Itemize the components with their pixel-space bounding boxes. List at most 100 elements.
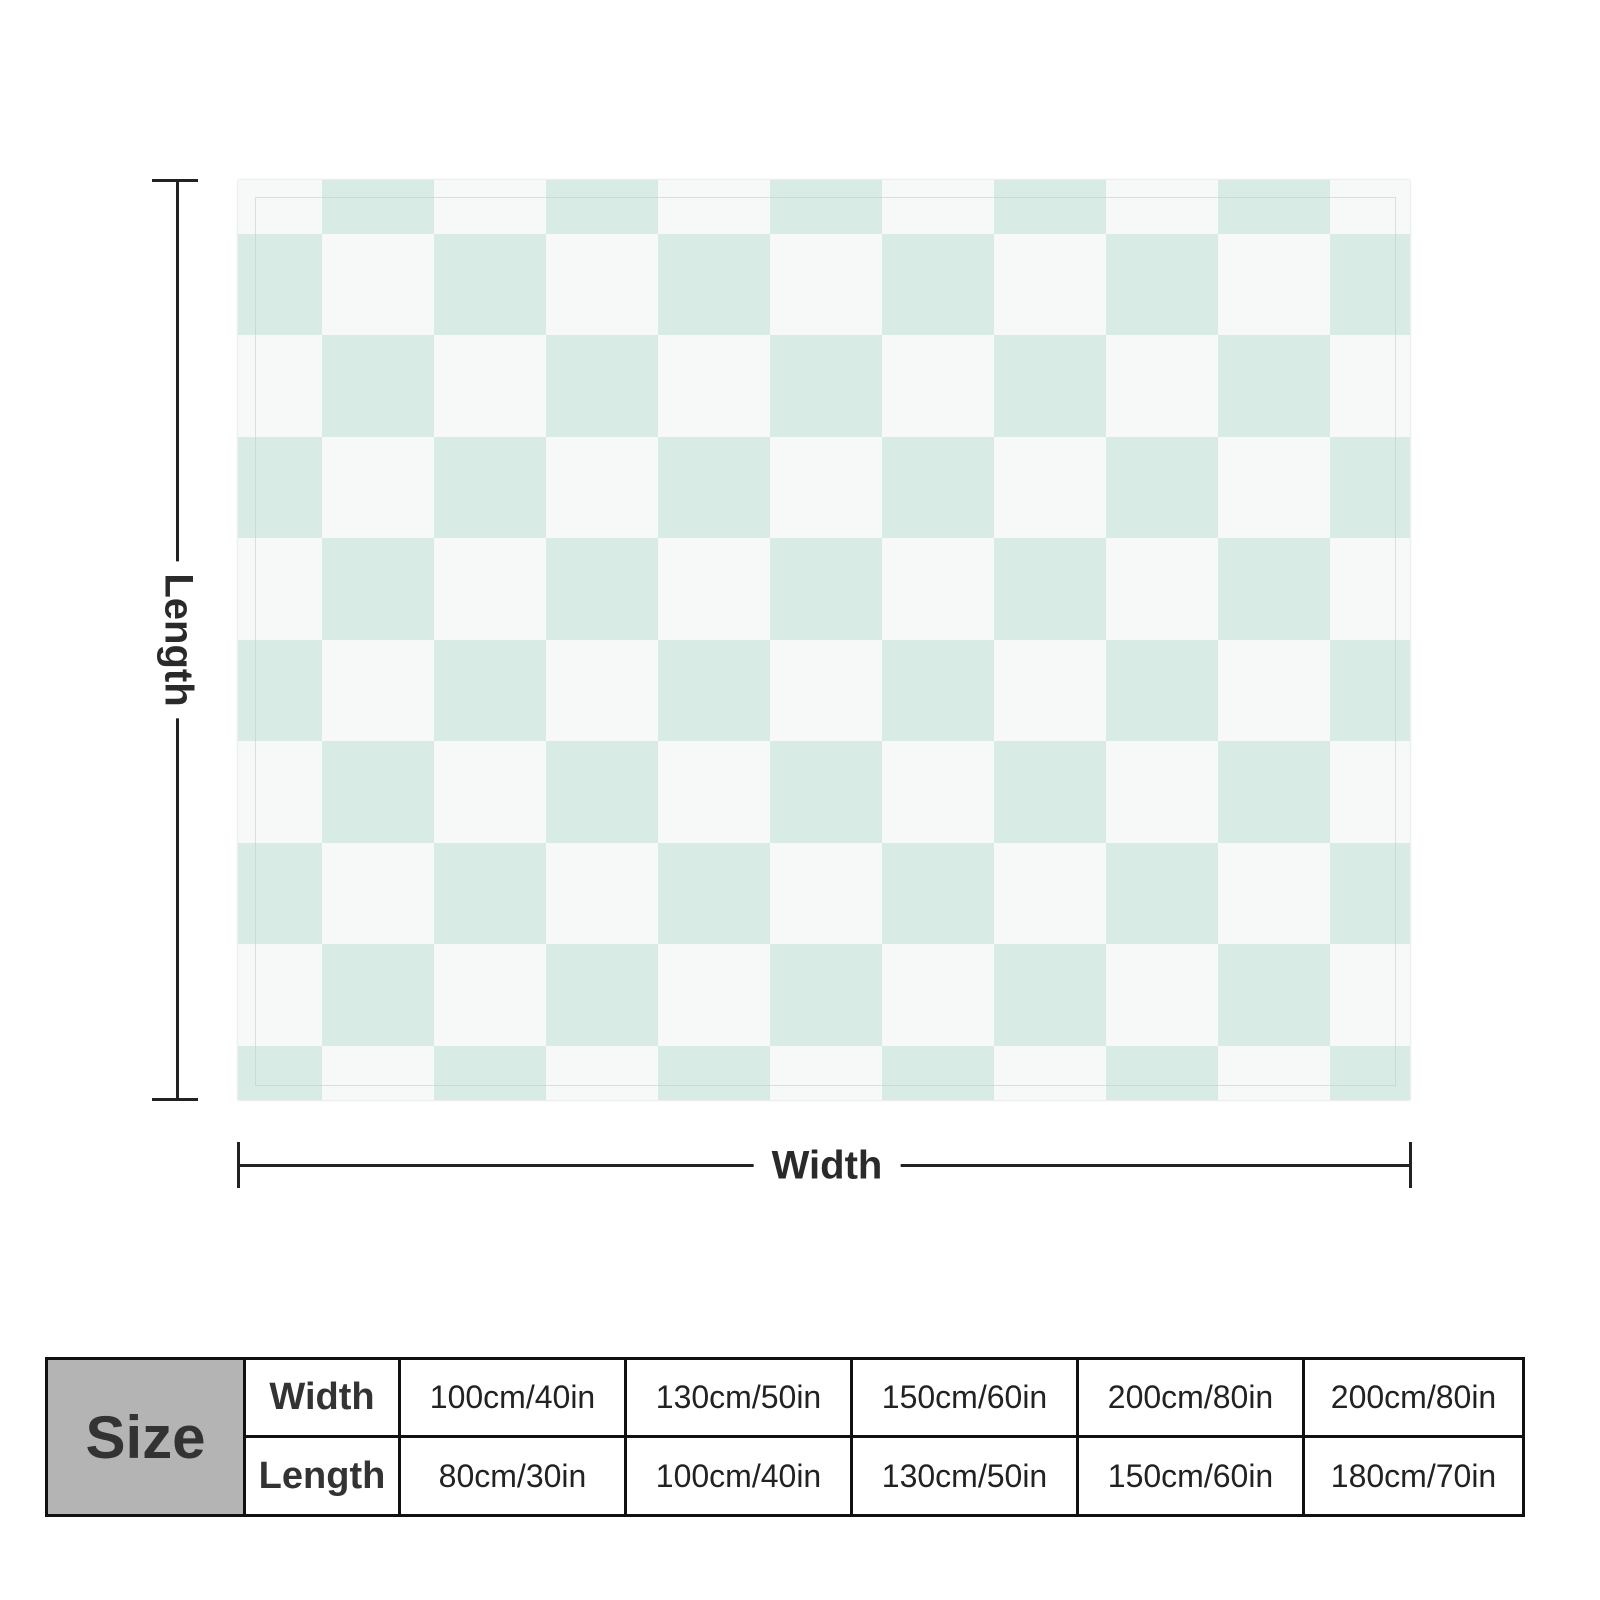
check-square — [434, 538, 546, 640]
check-square — [882, 180, 994, 234]
check-square — [322, 180, 434, 234]
row-label: Width — [243, 1360, 398, 1438]
blanket-image — [238, 180, 1410, 1100]
check-square — [658, 843, 770, 944]
check-square — [238, 437, 322, 538]
check-square — [994, 741, 1106, 843]
size-title: Size — [48, 1360, 243, 1514]
check-square — [770, 640, 882, 741]
check-square — [434, 640, 546, 741]
check-square — [322, 437, 434, 538]
check-square — [238, 843, 322, 944]
row-label: Length — [243, 1438, 398, 1514]
check-square — [434, 1046, 546, 1100]
check-square — [658, 335, 770, 437]
size-value-cell: 200cm/80in — [1302, 1360, 1522, 1438]
check-square — [546, 180, 658, 234]
check-square — [770, 538, 882, 640]
check-square — [238, 234, 322, 335]
check-square — [238, 1046, 322, 1100]
check-square — [1330, 843, 1410, 944]
check-square — [770, 1046, 882, 1100]
check-square — [238, 741, 322, 843]
check-square — [322, 234, 434, 335]
size-value-cell: 80cm/30in — [398, 1438, 624, 1514]
check-square — [238, 335, 322, 437]
check-square — [1218, 437, 1330, 538]
check-square — [1106, 538, 1218, 640]
size-value-cell: 130cm/50in — [624, 1360, 850, 1438]
check-square — [546, 640, 658, 741]
check-square — [1106, 944, 1218, 1046]
check-square — [994, 843, 1106, 944]
check-square — [1218, 640, 1330, 741]
check-square — [1106, 234, 1218, 335]
check-square — [882, 538, 994, 640]
width-label: Width — [753, 1143, 901, 1189]
check-square — [882, 640, 994, 741]
check-square — [546, 437, 658, 538]
check-square — [1330, 1046, 1410, 1100]
check-square — [1218, 843, 1330, 944]
check-square — [994, 234, 1106, 335]
length-label: Length — [155, 561, 201, 719]
check-square — [322, 1046, 434, 1100]
size-value-cell: 100cm/40in — [398, 1360, 624, 1438]
check-square — [1218, 1046, 1330, 1100]
check-square — [1218, 335, 1330, 437]
check-square — [546, 538, 658, 640]
check-square — [546, 1046, 658, 1100]
check-square — [882, 1046, 994, 1100]
check-square — [546, 843, 658, 944]
check-square — [1218, 538, 1330, 640]
check-square — [882, 944, 994, 1046]
check-square — [770, 180, 882, 234]
size-value-cell: 180cm/70in — [1302, 1438, 1522, 1514]
size-value-cell: 200cm/80in — [1076, 1360, 1302, 1438]
check-square — [658, 437, 770, 538]
check-square — [322, 944, 434, 1046]
check-square — [322, 538, 434, 640]
check-square — [658, 1046, 770, 1100]
check-square — [238, 640, 322, 741]
check-square — [546, 234, 658, 335]
check-square — [882, 843, 994, 944]
check-square — [1106, 741, 1218, 843]
check-square — [238, 180, 322, 234]
check-square — [322, 843, 434, 944]
check-square — [994, 538, 1106, 640]
check-square — [882, 741, 994, 843]
check-square — [1106, 335, 1218, 437]
check-square — [1330, 944, 1410, 1046]
check-square — [1330, 180, 1410, 234]
check-square — [770, 234, 882, 335]
check-square — [882, 335, 994, 437]
check-square — [322, 741, 434, 843]
check-square — [658, 180, 770, 234]
check-square — [994, 1046, 1106, 1100]
check-square — [882, 437, 994, 538]
check-square — [770, 944, 882, 1046]
size-value-cell: 150cm/60in — [850, 1360, 1076, 1438]
check-square — [658, 538, 770, 640]
check-square — [434, 741, 546, 843]
length-cap-bottom — [152, 1098, 198, 1101]
length-cap-top — [152, 179, 198, 182]
check-square — [1106, 843, 1218, 944]
check-square — [434, 944, 546, 1046]
check-square — [658, 234, 770, 335]
check-square — [994, 944, 1106, 1046]
check-square — [994, 335, 1106, 437]
check-square — [1106, 1046, 1218, 1100]
check-square — [238, 944, 322, 1046]
check-square — [434, 437, 546, 538]
check-square — [658, 640, 770, 741]
check-square — [1218, 180, 1330, 234]
check-square — [770, 335, 882, 437]
size-value-cell: 150cm/60in — [1076, 1438, 1302, 1514]
check-square — [770, 741, 882, 843]
check-square — [1106, 180, 1218, 234]
check-square — [434, 180, 546, 234]
check-square — [1218, 741, 1330, 843]
check-square — [1330, 741, 1410, 843]
